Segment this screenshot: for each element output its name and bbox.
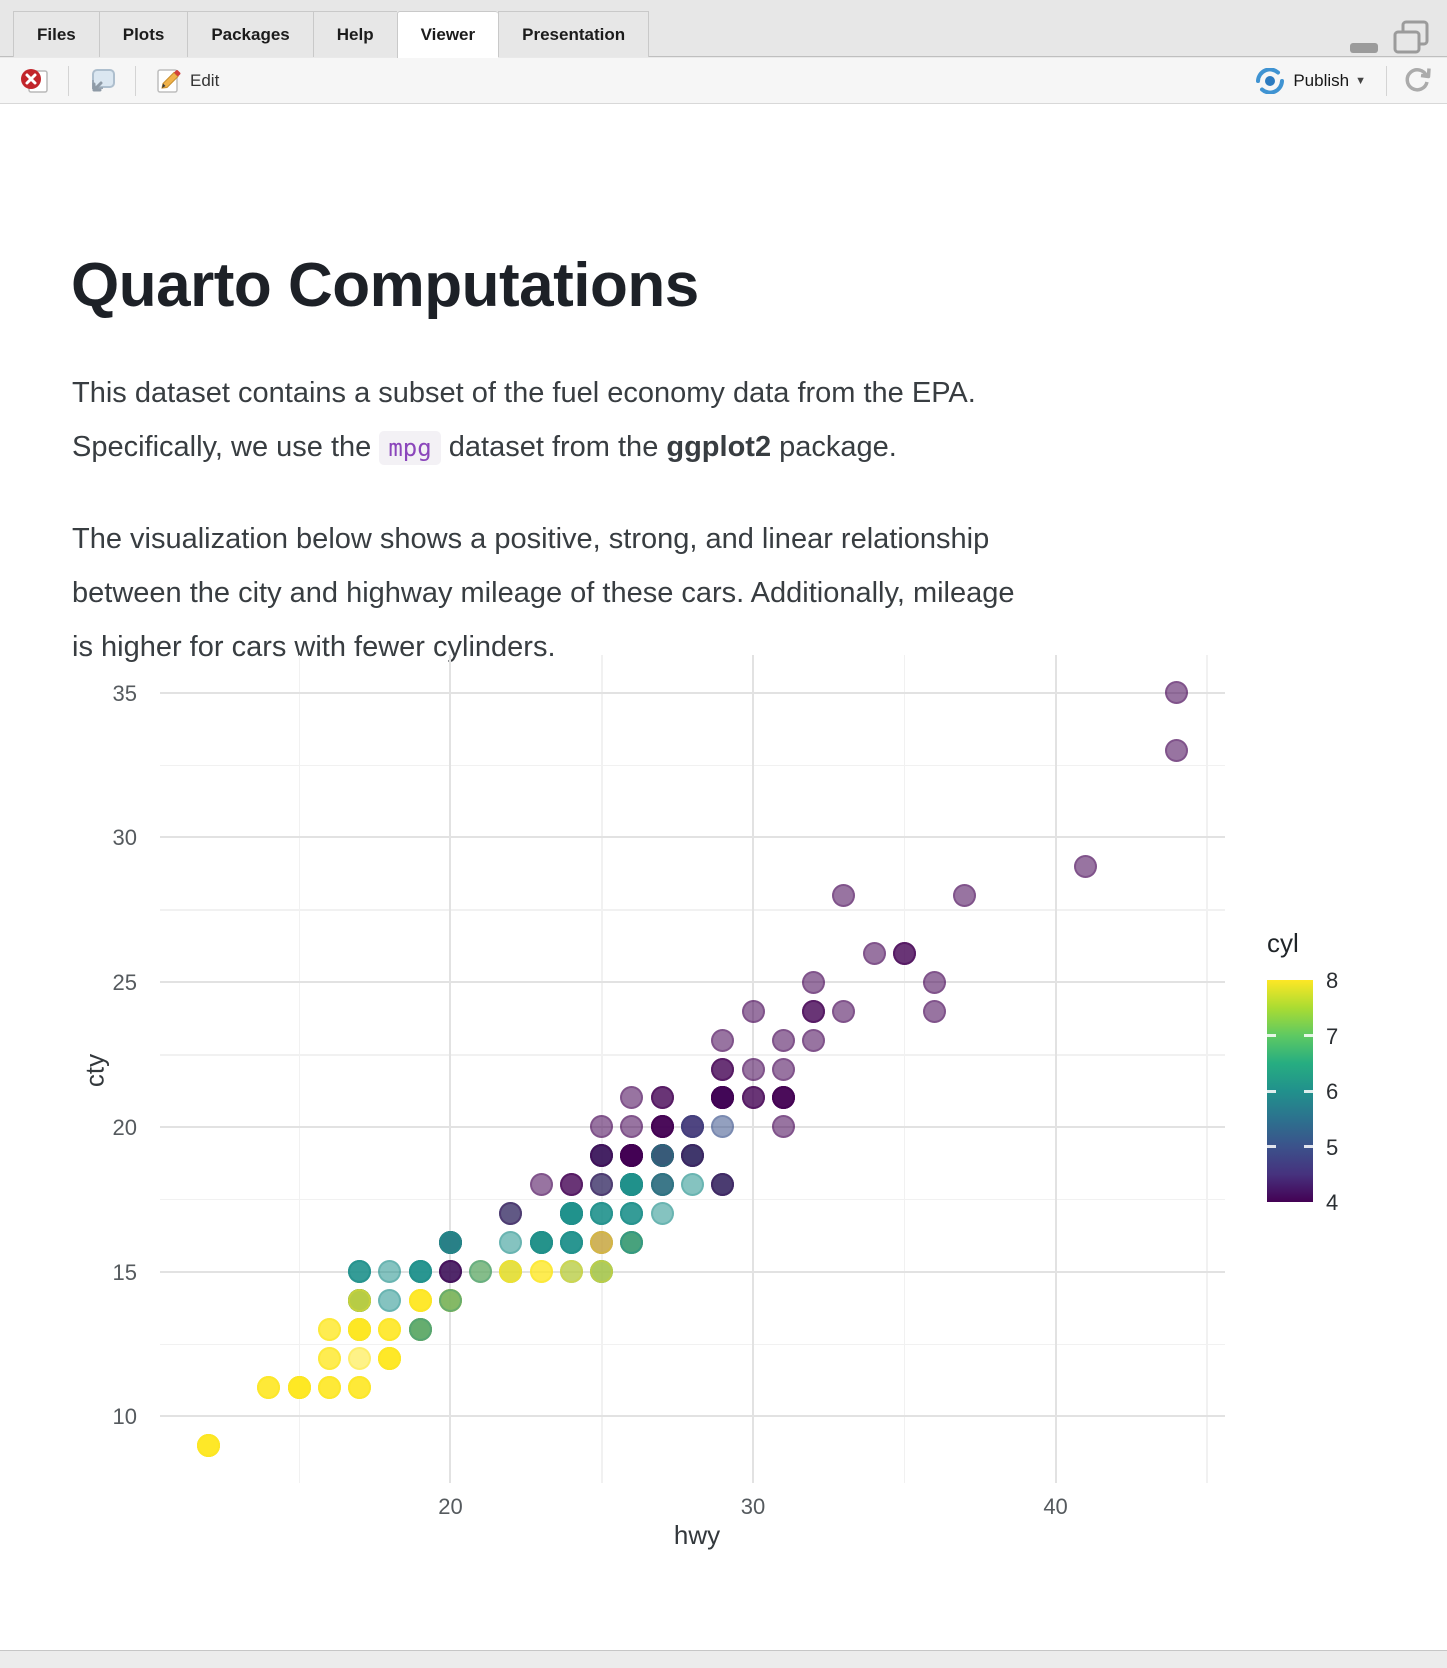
stop-button[interactable] <box>12 63 58 99</box>
tab-viewer[interactable]: Viewer <box>396 11 499 58</box>
paragraph-2: The visualization below shows a positive… <box>72 512 1015 674</box>
edit-button-label: Edit <box>190 70 220 90</box>
bold-ggplot2: ggplot2 <box>666 431 772 463</box>
pane-tab-bar: Files Plots Packages Help Viewer Present… <box>0 0 1447 59</box>
publish-dropdown-caret-icon[interactable]: ▼ <box>1355 75 1366 87</box>
paragraph-1-line-2-mid: dataset from the <box>440 431 667 463</box>
stop-icon <box>21 68 48 93</box>
maximize-pane-icon[interactable] <box>1393 20 1429 59</box>
edit-button[interactable]: Edit <box>146 63 227 99</box>
viewer-toolbar: Edit Publish ▼ <box>0 58 1447 104</box>
toolbar-separator <box>135 65 136 96</box>
paragraph-1-line-2-post: package. <box>771 431 897 463</box>
inline-code-mpg: mpg <box>379 431 441 465</box>
tab-packages[interactable]: Packages <box>187 11 313 57</box>
paragraph-2-line-1: The visualization below shows a positive… <box>72 523 990 555</box>
paragraph-1-line-2: Specifically, we use the <box>72 431 380 463</box>
paragraph-2-line-2: between the city and highway mileage of … <box>72 577 1015 609</box>
tab-presentation[interactable]: Presentation <box>498 11 650 57</box>
quarto-document: Quarto Computations This dataset contain… <box>0 104 1447 1650</box>
paragraph-2-line-3: is higher for cars with fewer cylinders. <box>72 631 556 663</box>
publish-button-label: Publish <box>1293 71 1350 90</box>
paragraph-1: This dataset contains a subset of the fu… <box>72 366 976 475</box>
tab-plots[interactable]: Plots <box>98 11 188 57</box>
open-in-new-window-button[interactable] <box>79 63 125 99</box>
tab-help[interactable]: Help <box>312 11 397 57</box>
toolbar-separator <box>1386 66 1387 96</box>
pop-out-icon <box>92 68 115 91</box>
minimize-pane-icon[interactable] <box>1349 41 1379 59</box>
refresh-icon <box>1405 67 1431 92</box>
page-title: Quarto Computations <box>71 251 699 320</box>
publish-button[interactable]: Publish ▼ <box>1255 68 1376 94</box>
window-bottom-edge <box>0 1650 1447 1668</box>
paragraph-1-line-1: This dataset contains a subset of the fu… <box>72 377 976 409</box>
tab-files[interactable]: Files <box>13 11 99 57</box>
edit-pencil-icon <box>157 68 181 93</box>
refresh-button[interactable] <box>1401 63 1433 100</box>
toolbar-separator <box>68 65 69 96</box>
publish-icon <box>1256 68 1285 94</box>
